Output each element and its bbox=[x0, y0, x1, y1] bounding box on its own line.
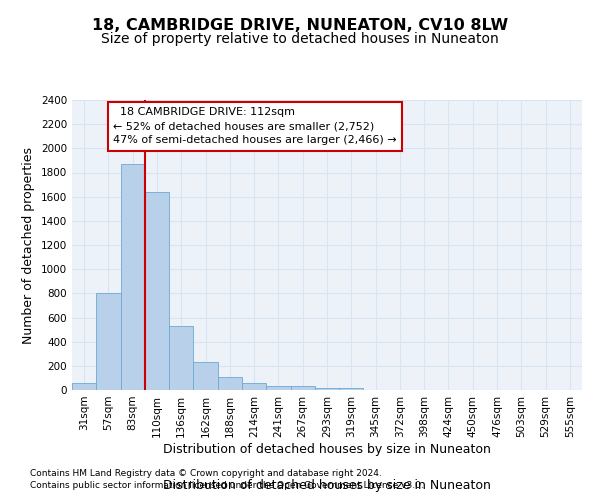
Text: Contains HM Land Registry data © Crown copyright and database right 2024.: Contains HM Land Registry data © Crown c… bbox=[30, 468, 382, 477]
Bar bbox=[72, 383, 96, 390]
Bar bbox=[266, 386, 290, 390]
Bar bbox=[242, 383, 266, 390]
Text: 18, CAMBRIDGE DRIVE, NUNEATON, CV10 8LW: 18, CAMBRIDGE DRIVE, NUNEATON, CV10 8LW bbox=[92, 18, 508, 32]
Text: 18 CAMBRIDGE DRIVE: 112sqm
← 52% of detached houses are smaller (2,752)
47% of s: 18 CAMBRIDGE DRIVE: 112sqm ← 52% of deta… bbox=[113, 108, 397, 146]
Bar bbox=[290, 386, 315, 390]
Bar bbox=[145, 192, 169, 390]
Bar bbox=[96, 294, 121, 390]
Text: Contains public sector information licensed under the Open Government Licence v3: Contains public sector information licen… bbox=[30, 481, 424, 490]
Bar bbox=[339, 388, 364, 390]
Text: Size of property relative to detached houses in Nuneaton: Size of property relative to detached ho… bbox=[101, 32, 499, 46]
Bar bbox=[121, 164, 145, 390]
Bar bbox=[169, 326, 193, 390]
Bar bbox=[193, 362, 218, 390]
Text: Distribution of detached houses by size in Nuneaton: Distribution of detached houses by size … bbox=[163, 442, 491, 456]
Y-axis label: Number of detached properties: Number of detached properties bbox=[22, 146, 35, 344]
Bar bbox=[315, 388, 339, 390]
X-axis label: Distribution of detached houses by size in Nuneaton: Distribution of detached houses by size … bbox=[163, 478, 491, 492]
Bar bbox=[218, 376, 242, 390]
